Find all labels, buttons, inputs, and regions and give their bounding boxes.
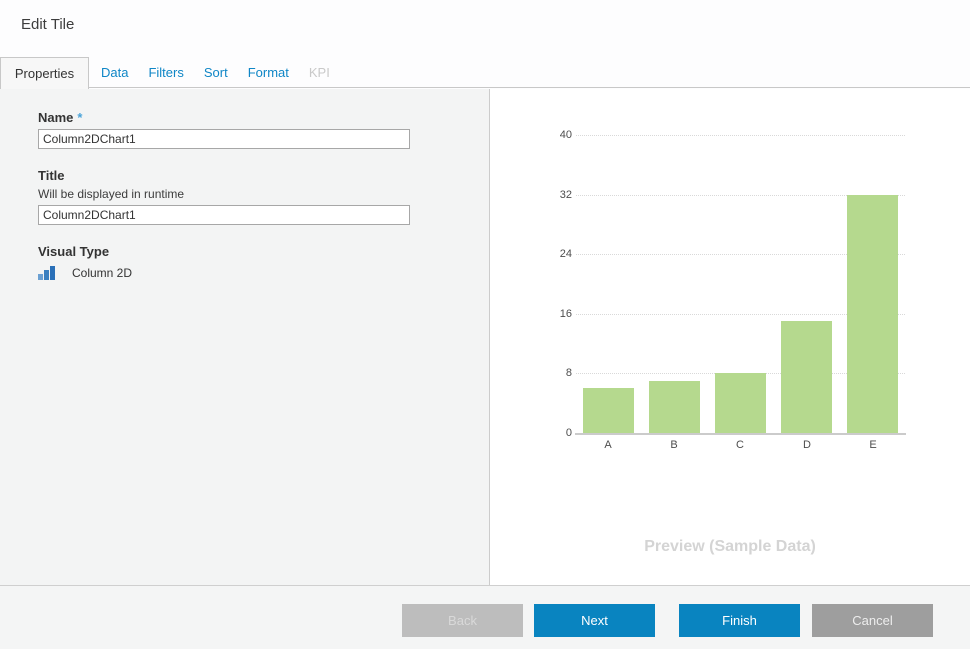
y-axis-label-16: 16	[559, 308, 572, 320]
x-axis-label-C: C	[736, 439, 744, 451]
dialog-title: Edit Tile	[21, 16, 75, 33]
gridline-40	[576, 135, 905, 136]
bar-C	[715, 373, 766, 433]
y-axis-label-0: 0	[565, 427, 572, 439]
x-axis-label-B: B	[670, 439, 678, 451]
y-axis-label-40: 40	[559, 129, 572, 141]
dialog-content: Name* Title Will be displayed in runtime…	[0, 89, 970, 585]
required-marker: *	[77, 110, 83, 125]
x-axis-label-E: E	[869, 439, 877, 451]
gridline-16	[576, 314, 905, 315]
tab-format[interactable]: Format	[247, 64, 289, 80]
name-label-text: Name	[38, 110, 74, 125]
title-input[interactable]	[38, 205, 410, 225]
gridline-32	[576, 195, 905, 196]
preview-caption: Preview (Sample Data)	[644, 538, 816, 555]
finish-button[interactable]: Finish	[679, 604, 800, 637]
tab-sort[interactable]: Sort	[203, 64, 228, 80]
name-label: Name *	[38, 110, 489, 125]
tab-data[interactable]: Data	[101, 64, 129, 80]
gridline-24	[576, 254, 905, 255]
y-axis-label-32: 32	[559, 189, 572, 201]
tab-filters[interactable]: Filters	[148, 64, 184, 80]
preview-chart: 0 8 16 24 32 40 A B C D E	[490, 89, 970, 585]
visual-type-label: Visual Type	[38, 244, 110, 259]
cancel-button[interactable]: Cancel	[812, 604, 933, 637]
y-axis-label-24: 24	[559, 248, 572, 260]
bar-E	[847, 195, 898, 433]
tab-bar: Properties Data Filters Sort Format KPI	[0, 57, 970, 89]
tab-properties[interactable]: Properties	[0, 57, 89, 89]
tab-properties-label: Properties	[14, 66, 75, 81]
back-button: Back	[402, 604, 523, 637]
preview-panel: 0 8 16 24 32 40 A B C D E Preview (Sample Data)	[490, 89, 970, 585]
footer-bar: Back Next Finish Cancel	[0, 585, 970, 649]
properties-panel: Name* Title Will be displayed in runtime…	[0, 89, 490, 585]
title-label: Title	[38, 168, 65, 183]
bar-B	[649, 381, 700, 433]
bar-D	[781, 321, 832, 433]
x-axis-label-D: D	[803, 439, 811, 451]
x-axis-label-A: A	[604, 439, 612, 451]
bar-A	[583, 388, 634, 433]
y-axis-label-8: 8	[565, 367, 572, 379]
visual-type-row: Column 2D	[38, 265, 489, 280]
next-button[interactable]: Next	[534, 604, 655, 637]
x-axis-line	[575, 433, 906, 435]
column-chart-icon	[38, 265, 58, 280]
tab-kpi: KPI	[308, 64, 330, 80]
name-input[interactable]	[38, 129, 410, 149]
title-hint: Will be displayed in runtime	[38, 187, 185, 201]
visual-type-value: Column 2D	[72, 266, 133, 280]
